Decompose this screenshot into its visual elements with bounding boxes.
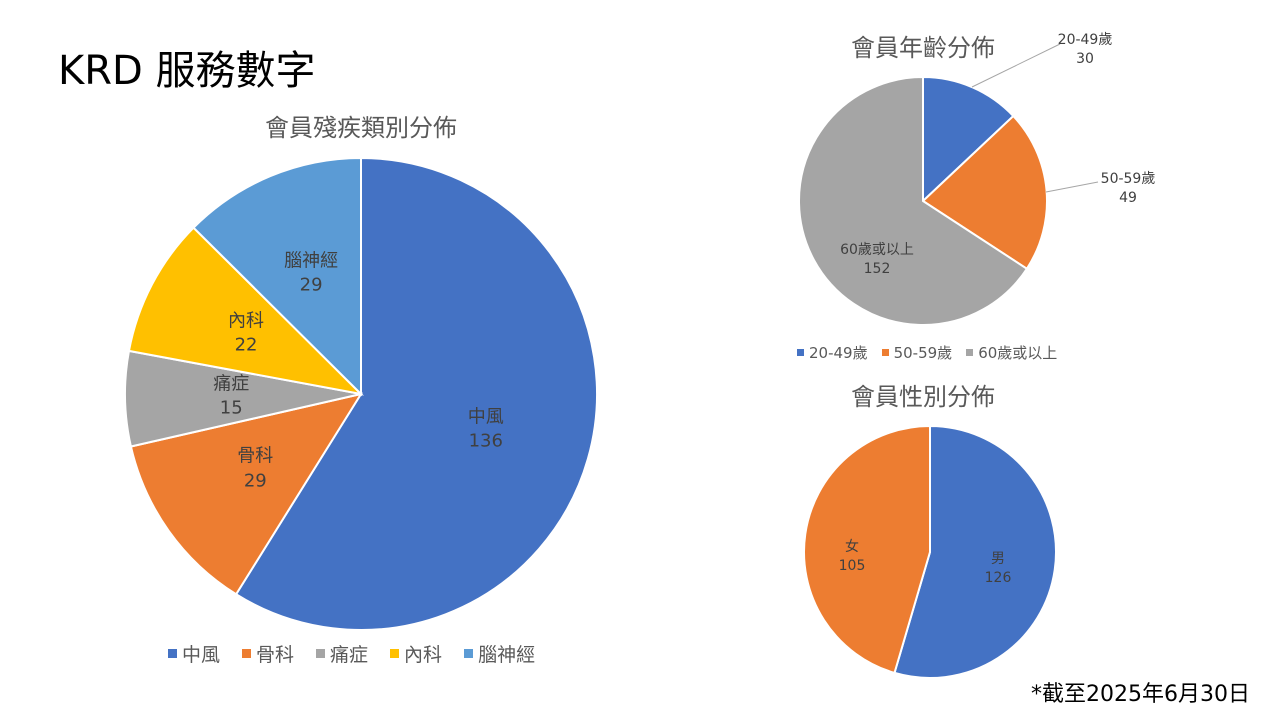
data-label-1: 中風 136 [468, 405, 504, 454]
data-label-category: 中風 [467, 406, 504, 428]
legend-label: 50-59歲 [893, 344, 953, 362]
data-label-value: 126 [984, 570, 1012, 586]
chart-title: 會員殘疾類別分佈 [265, 114, 457, 142]
data-label-category: 腦神經 [284, 250, 339, 272]
chart-legend: 中風 骨科 痛症 內科 腦神經 [168, 640, 557, 667]
legend-swatch [881, 349, 889, 356]
footnote: *截至2025年6月30日 [1031, 682, 1250, 707]
data-label-value: 30 [1076, 51, 1094, 67]
data-label-3: 60歲或以上 152 [840, 241, 914, 279]
pie-slice-5 [192, 156, 362, 397]
data-label-category: 痛症 [213, 373, 250, 395]
legend-swatch [797, 349, 804, 356]
data-label-value: 49 [1119, 190, 1137, 206]
data-label-category: 骨科 [237, 445, 274, 467]
data-label-2: 女 105 [839, 538, 866, 576]
legend-swatch [316, 649, 326, 658]
data-label-4: 內科 22 [228, 309, 264, 358]
pie-slice-4 [127, 226, 365, 396]
data-label-2: 骨科 29 [237, 445, 273, 494]
legend-item-5: 腦神經 [464, 640, 535, 667]
chart-legend: 20-49歲 50-59歲 60歲或以上 [797, 342, 1071, 363]
pie-slice-2 [803, 424, 931, 675]
data-label-category: 女 [844, 539, 859, 556]
pie-slice-1 [234, 156, 598, 631]
pie-slice-3 [798, 75, 1029, 326]
legend-swatch [966, 349, 974, 356]
data-label-3: 痛症 15 [213, 372, 249, 421]
legend-swatch [242, 649, 252, 658]
page-title: KRD 服務數字 [58, 48, 316, 94]
data-label-category: 男 [990, 551, 1005, 568]
pie-slice-1 [893, 424, 1057, 679]
data-label-value: 22 [234, 334, 258, 356]
legend-label: 中風 [182, 644, 221, 666]
legend-item-2: 50-59歲 [881, 342, 953, 363]
legend-item-1: 20-49歲 [797, 342, 868, 363]
data-label-category: 20-49歲 [1057, 32, 1113, 49]
data-label-category: 60歲或以上 [840, 242, 914, 259]
chart-title: 會員性別分佈 [851, 383, 995, 411]
data-label-5: 腦神經 29 [284, 250, 338, 299]
legend-label: 腦神經 [478, 644, 536, 666]
leader-line-2 [1045, 181, 1099, 193]
legend-label: 內科 [404, 644, 443, 666]
legend-item-4: 內科 [390, 640, 442, 667]
legend-swatch [464, 649, 474, 658]
data-label-1: 20-49歲 30 [1058, 31, 1113, 69]
pie-slice-2 [129, 392, 364, 596]
legend-item-3: 60歲或以上 [966, 342, 1057, 363]
legend-label: 骨科 [256, 644, 295, 666]
data-label-category: 50-59歲 [1100, 171, 1156, 188]
data-label-1: 男 126 [985, 550, 1012, 588]
data-label-value: 29 [299, 275, 323, 297]
pie-slice-2 [921, 114, 1048, 271]
data-label-2: 50-59歲 49 [1101, 170, 1156, 208]
data-label-value: 152 [863, 261, 891, 277]
legend-label: 20-49歲 [809, 344, 868, 362]
legend-item-1: 中風 [168, 640, 220, 667]
legend-label: 60歲或以上 [978, 344, 1058, 362]
legend-label: 痛症 [330, 644, 369, 666]
legend-item-3: 痛症 [316, 640, 368, 667]
chart-title: 會員年齡分佈 [851, 34, 995, 62]
legend-item-2: 骨科 [242, 640, 294, 667]
data-label-value: 29 [243, 470, 267, 492]
data-label-value: 136 [468, 430, 503, 452]
legend-swatch [390, 649, 400, 658]
data-label-category: 內科 [228, 310, 265, 332]
data-label-value: 15 [219, 397, 243, 419]
data-label-value: 105 [838, 558, 866, 574]
legend-swatch [168, 649, 177, 658]
leader-line-1 [971, 43, 1061, 88]
